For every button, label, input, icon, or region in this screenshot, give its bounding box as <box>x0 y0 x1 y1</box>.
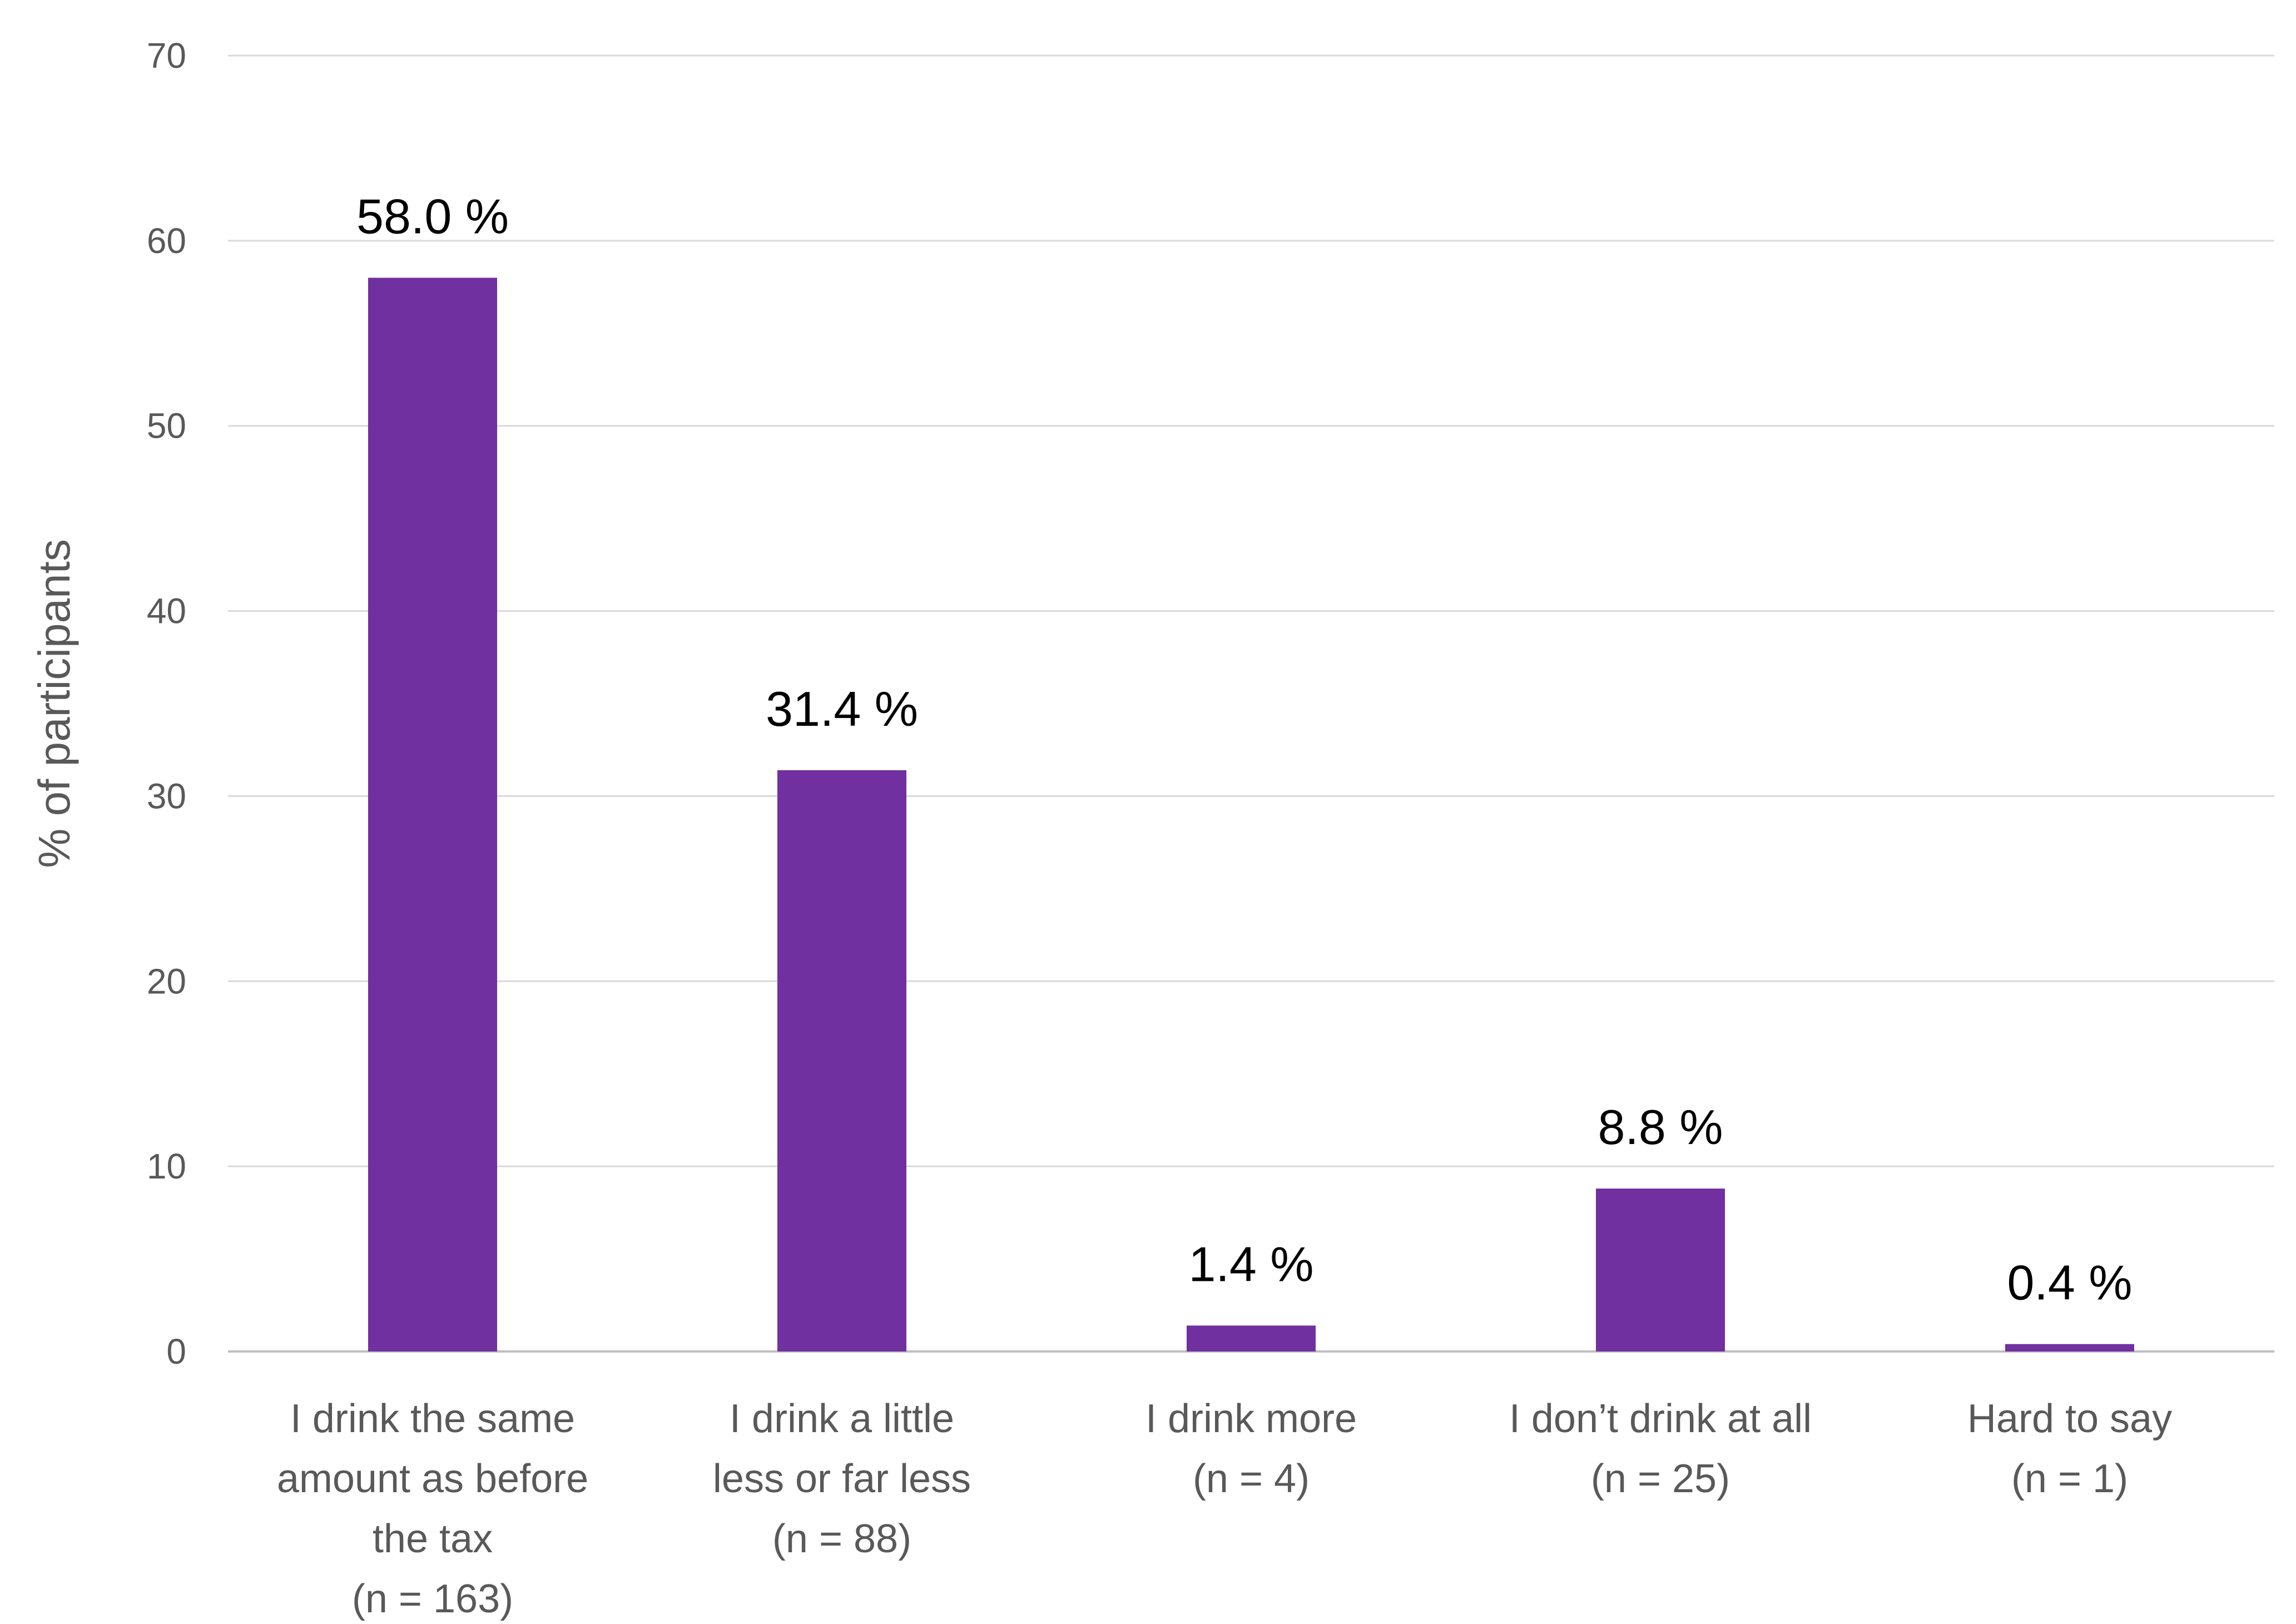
y-tick-label: 50 <box>147 406 186 446</box>
bar <box>1596 1189 1725 1351</box>
y-tick-label: 60 <box>147 221 186 261</box>
data-label: 31.4 % <box>766 681 918 736</box>
category-label: I drink a little less or far less (n = 88) <box>713 1397 971 1561</box>
bar <box>368 278 497 1351</box>
y-tick-label: 30 <box>147 776 186 816</box>
category-label: I don’t drink at all (n = 25) <box>1509 1397 1812 1501</box>
y-tick-label: 70 <box>147 36 186 76</box>
category-label: Hard to say (n = 1) <box>1967 1397 2172 1501</box>
bar <box>777 770 906 1351</box>
data-labels: 58.0 % 31.4 % 1.4 % 8.8 % 0.4 % <box>356 189 2133 1310</box>
category-label: I drink more (n = 4) <box>1145 1397 1357 1501</box>
category-labels: I drink the same amount as before the tax(… <box>277 1397 2172 1621</box>
gridlines <box>228 55 2274 1167</box>
data-label: 1.4 % <box>1188 1236 1313 1291</box>
y-tick-label: 40 <box>147 591 186 631</box>
data-label: 0.4 % <box>2007 1255 2132 1310</box>
category-label: I drink the same amount as before the tax(… <box>277 1397 588 1621</box>
y-tick-label: 20 <box>147 961 186 1001</box>
y-tick-label: 0 <box>166 1331 186 1372</box>
y-axis-ticks: 0 10 20 30 40 50 60 70 <box>147 36 186 1372</box>
data-label: 8.8 % <box>1598 1100 1723 1155</box>
bar <box>2005 1344 2134 1351</box>
bar <box>1187 1325 1316 1351</box>
y-tick-label: 10 <box>147 1146 186 1186</box>
bars <box>368 278 2134 1351</box>
data-label: 58.0 % <box>356 189 509 244</box>
y-axis-label: % of participants <box>29 539 79 868</box>
